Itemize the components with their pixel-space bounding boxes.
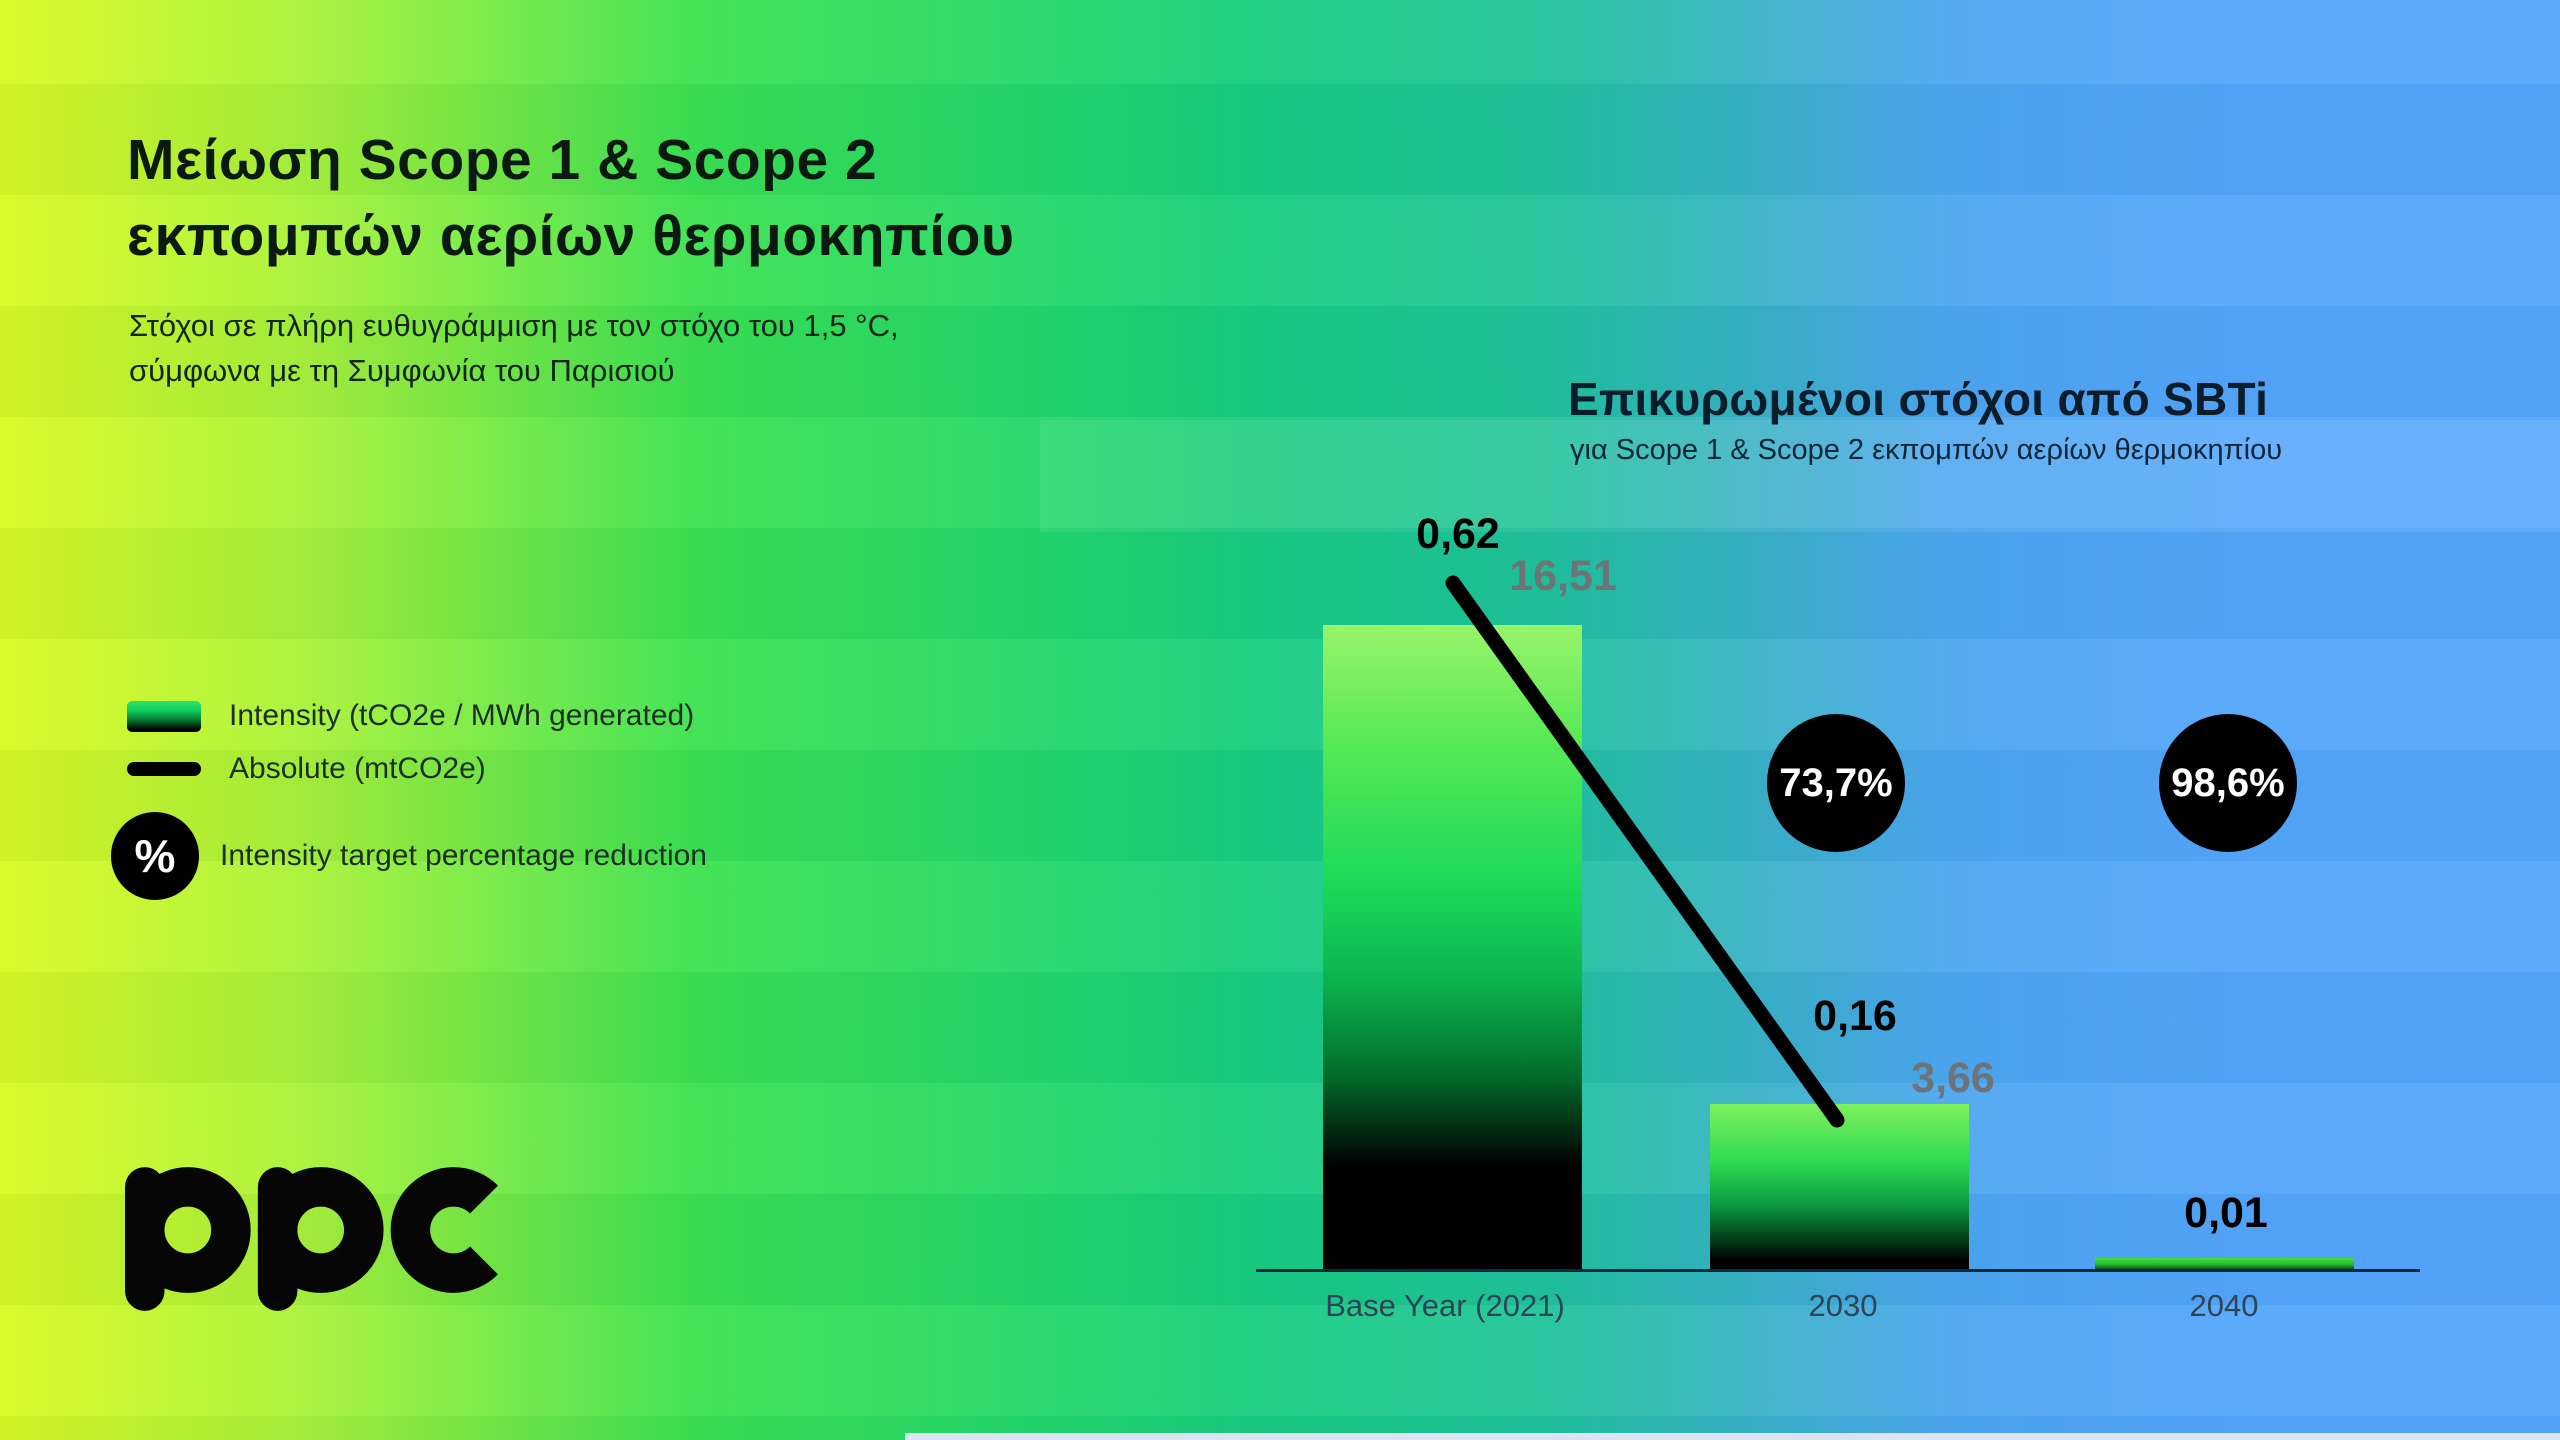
ppc-logo	[125, 1167, 498, 1311]
legend-intensity-label: Intensity (tCO2e / MWh generated)	[229, 699, 695, 732]
intensity-gradient-swatch-icon	[127, 700, 201, 732]
bottom-edge-strip	[905, 1433, 2560, 1440]
legend-item-percent: % Intensity target percentage reduction	[111, 812, 707, 900]
absolute-line-swatch-icon	[127, 762, 201, 776]
legend-percent-label: Intensity target percentage reduction	[220, 839, 707, 872]
page-subtitle: Στόχοι σε πλήρη ευθυγράμμιση με τον στόχ…	[129, 303, 899, 393]
intensity-value-2040: 0,01	[2184, 1189, 2268, 1237]
page-subtitle-line2: σύμφωνα με τη Συμφωνία του Παρισιού	[129, 353, 675, 388]
bar-2040	[2095, 1258, 2354, 1270]
intensity-value-2030: 0,16	[1813, 992, 1897, 1040]
page-title-line2: εκπομπών αερίων θερμοκηπίου	[127, 204, 1015, 268]
legend-item-absolute: Absolute (mtCO2e)	[127, 752, 486, 786]
percent-circle-icon: %	[111, 812, 199, 900]
x-tick-2030: 2030	[1808, 1288, 1878, 1323]
page-title: Μείωση Scope 1 & Scope 2 εκπομπών αερίων…	[127, 122, 1015, 274]
legend-absolute-label: Absolute (mtCO2e)	[229, 752, 486, 785]
sbti-section-subtitle: για Scope 1 & Scope 2 εκπομπών αερίων θε…	[1570, 434, 2283, 466]
bar-2030	[1710, 1104, 1969, 1270]
sbti-section-title: Επικυρωμένοι στόχοι από SBTi	[1568, 373, 2269, 425]
absolute-value-2030: 3,66	[1911, 1054, 1995, 1102]
legend-item-intensity: Intensity (tCO2e / MWh generated)	[127, 699, 694, 733]
x-tick-2040: 2040	[2189, 1288, 2259, 1323]
intensity-value-base-year: 0,62	[1416, 510, 1500, 558]
page-title-line1: Μείωση Scope 1 & Scope 2	[127, 128, 878, 192]
absolute-value-base-year: 16,51	[1509, 552, 1617, 600]
reduction-badge-2030: 73,7%	[1767, 714, 1905, 852]
x-axis-line	[1256, 1269, 2420, 1272]
reduction-badge-2040: 98,6%	[2159, 714, 2297, 852]
x-tick-base-year: Base Year (2021)	[1325, 1288, 1565, 1323]
page-subtitle-line1: Στόχοι σε πλήρη ευθυγράμμιση με τον στόχ…	[129, 308, 899, 343]
bar-base-year-2021	[1323, 625, 1582, 1270]
